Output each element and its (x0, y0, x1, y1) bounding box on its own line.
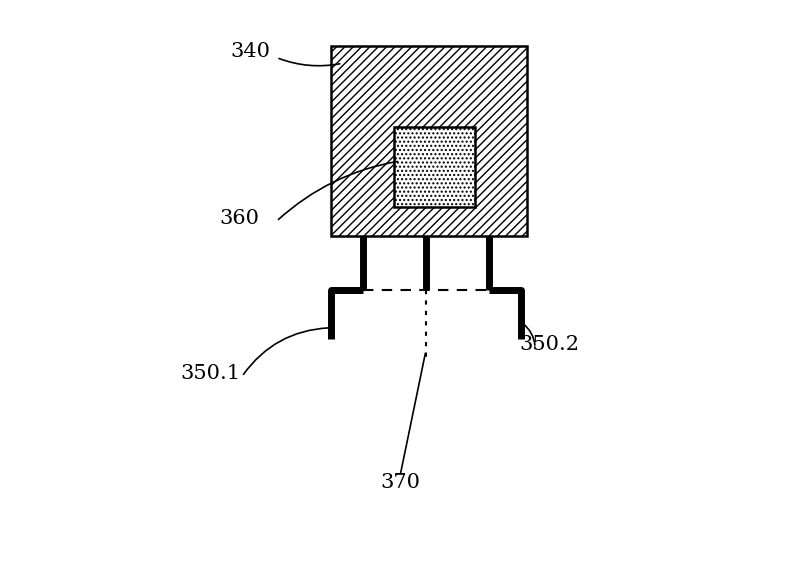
Text: 350.2: 350.2 (519, 335, 579, 355)
Bar (331, 46, 526, 236)
Text: 370: 370 (380, 473, 420, 493)
Text: 350.1: 350.1 (180, 364, 240, 384)
Text: 360: 360 (219, 209, 259, 228)
Text: 340: 340 (230, 42, 270, 62)
Bar (394, 126, 474, 207)
